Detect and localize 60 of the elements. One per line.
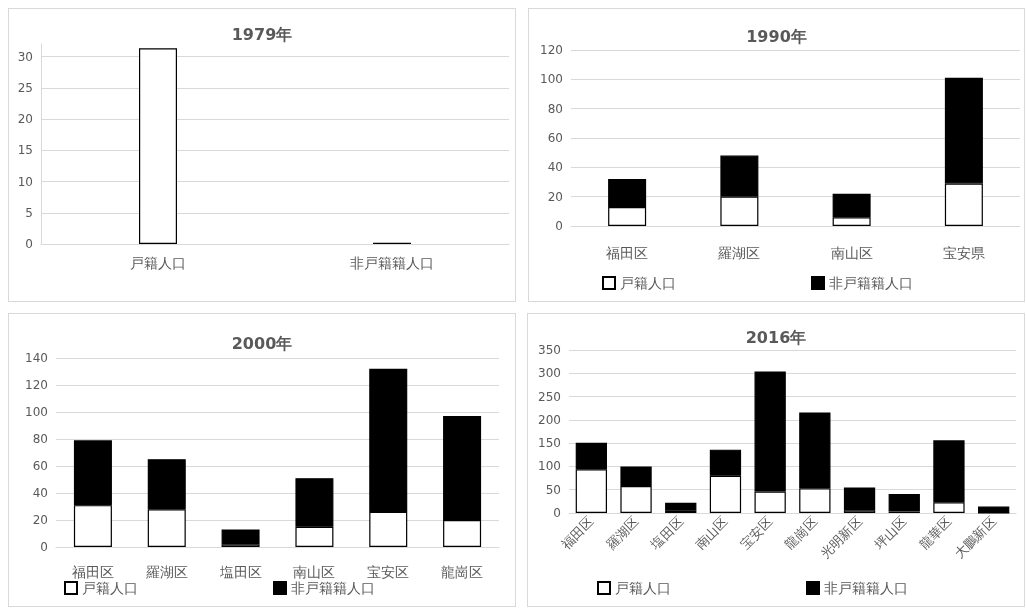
x-tick-label: 福田区 (606, 245, 649, 261)
y-tick-label: 0 (553, 506, 561, 520)
legend-label: 非戸籍籍人口 (824, 580, 908, 596)
x-tick-label: 宝安区 (737, 513, 776, 552)
x-tick-label: 龍崗区 (441, 564, 484, 580)
chart-title: 1990年 (746, 26, 807, 46)
y-tick-label: 250 (538, 389, 561, 404)
x-tick-label: 福田区 (71, 564, 114, 580)
y-tick-label: 20 (17, 112, 33, 126)
y-tick-label: 80 (32, 432, 48, 446)
y-tick-label: 10 (17, 174, 33, 189)
y-tick-label: 100 (538, 459, 561, 474)
bar (978, 506, 1010, 513)
x-tick-label: 宝安県 (942, 245, 985, 261)
legend-label: 戸籍人口 (620, 275, 676, 291)
y-tick-label: 40 (32, 486, 48, 500)
legend-label: 戸籍人口 (615, 580, 671, 596)
y-tick-label: 60 (547, 131, 563, 145)
x-tick-label: 坪山区 (870, 513, 910, 553)
y-tick-label: 150 (538, 436, 561, 451)
x-tick-label: 羅湖区 (718, 245, 761, 261)
y-tick-label: 50 (545, 482, 561, 497)
x-tick-label: 南山区 (830, 245, 873, 261)
y-tick-label: 300 (538, 366, 561, 381)
y-tick-label: 100 (25, 405, 48, 419)
y-tick-label: 120 (25, 378, 48, 392)
x-tick-label: 羅湖区 (145, 564, 188, 580)
chart-title: 2016年 (745, 327, 807, 347)
y-tick-label: 15 (17, 143, 33, 158)
legend-label: 非戸籍籍人口 (291, 580, 375, 596)
y-tick-label: 200 (538, 412, 561, 427)
y-tick-label: 40 (547, 160, 563, 175)
y-tick-label: 100 (540, 72, 563, 87)
bar (221, 529, 260, 545)
y-tick-label: 30 (17, 49, 33, 64)
x-tick-label: 塩田区 (218, 564, 262, 580)
bar (888, 493, 920, 512)
bar (843, 487, 876, 511)
chart-title: 2000年 (231, 333, 293, 353)
y-tick-label: 0 (40, 540, 48, 554)
bar (665, 502, 697, 511)
x-tick-label: 羅湖区 (603, 513, 642, 552)
y-tick-label: 80 (547, 101, 563, 116)
y-tick-label: 25 (17, 80, 33, 95)
x-tick-label: 南山区 (293, 564, 336, 580)
y-tick-label: 20 (547, 189, 563, 204)
y-tick-label: 140 (25, 351, 48, 365)
y-tick-label: 5 (25, 205, 33, 220)
y-tick-label: 0 (555, 219, 563, 233)
chart-title: 1979年 (231, 24, 293, 44)
y-tick-label: 60 (32, 459, 48, 473)
x-tick-label: 塩田区 (647, 513, 687, 553)
x-tick-label: 宝安区 (367, 564, 410, 580)
x-tick-label: 南山区 (692, 513, 731, 552)
legend-label: 戸籍人口 (82, 580, 138, 596)
y-tick-label: 0 (25, 237, 33, 251)
legend-label: 非戸籍籍人口 (829, 275, 913, 291)
y-tick-label: 350 (538, 343, 561, 357)
y-tick-label: 20 (32, 513, 48, 527)
y-tick-label: 120 (540, 43, 563, 57)
